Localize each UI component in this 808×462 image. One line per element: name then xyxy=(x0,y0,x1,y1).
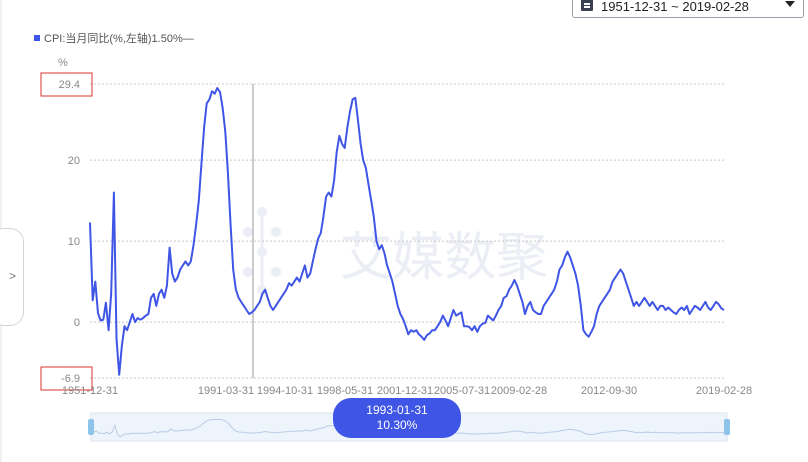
y-tick-label: 20 xyxy=(68,155,80,167)
watermark-logo-icon xyxy=(243,207,281,295)
x-axis-ticks: 1951-12-31 1991-03-31 1994-10-31 1998-05-31… xyxy=(62,385,752,397)
tooltip: 1993-01-31 10.30% xyxy=(333,398,461,438)
y-axis-ticks: 29.4 20 10 0 -6.9 xyxy=(40,72,93,391)
series-line-cpi xyxy=(89,87,725,376)
side-panel-toggle[interactable]: > xyxy=(0,228,24,326)
chevron-right-icon: > xyxy=(9,269,17,283)
legend-label: CPI:当月同比(%,左轴)1.50%— xyxy=(44,33,194,45)
y-axis-unit-label: % xyxy=(58,57,68,69)
y-tick-label: -6.9 xyxy=(61,373,80,385)
y-extreme-highlight-box xyxy=(40,72,93,97)
x-tick-label: 2009-02-28 xyxy=(491,385,547,397)
y-tick-label: 0 xyxy=(74,317,80,329)
slider-right-handle[interactable] xyxy=(724,419,730,435)
x-tick-label: 1951-12-31 xyxy=(62,385,118,397)
grid-lines xyxy=(90,83,724,379)
x-tick-label: 1991-03-31 xyxy=(198,385,254,397)
watermark-text: 艾媒数聚 xyxy=(340,228,548,288)
caret-down-icon xyxy=(785,1,795,7)
y-extreme-highlight-box xyxy=(40,366,93,391)
x-tick-label: 1998-05-31 xyxy=(317,385,373,397)
date-range-start: 1951-12-31 xyxy=(601,0,668,14)
calendar-icon xyxy=(581,0,593,11)
date-range-text: 1951-12-31 ~ 2019-02-28 xyxy=(601,0,749,14)
legend[interactable]: CPI:当月同比(%,左轴)1.50%— xyxy=(34,30,194,46)
x-tick-label: 2012-09-30 xyxy=(581,385,637,397)
tooltip-date: 1993-01-31 xyxy=(366,403,428,417)
date-range-separator: ~ xyxy=(671,0,679,14)
x-tick-label: 2001-12-31 xyxy=(377,385,433,397)
tooltip-value: 10.30% xyxy=(376,418,418,432)
watermark: 艾媒数聚 xyxy=(243,207,548,295)
x-tick-label: 1994-10-31 xyxy=(257,385,313,397)
date-range-picker[interactable]: 1951-12-31 ~ 2019-02-28 xyxy=(572,0,804,18)
legend-marker-icon xyxy=(34,35,40,41)
date-range-end: 2019-02-28 xyxy=(682,0,749,14)
x-tick-label: 2019-02-28 xyxy=(696,385,752,397)
x-tick-label: 2005-07-31 xyxy=(434,385,490,397)
y-tick-label: 29.4 xyxy=(59,79,80,91)
y-tick-label: 10 xyxy=(68,236,80,248)
slider-left-handle[interactable] xyxy=(88,419,94,435)
